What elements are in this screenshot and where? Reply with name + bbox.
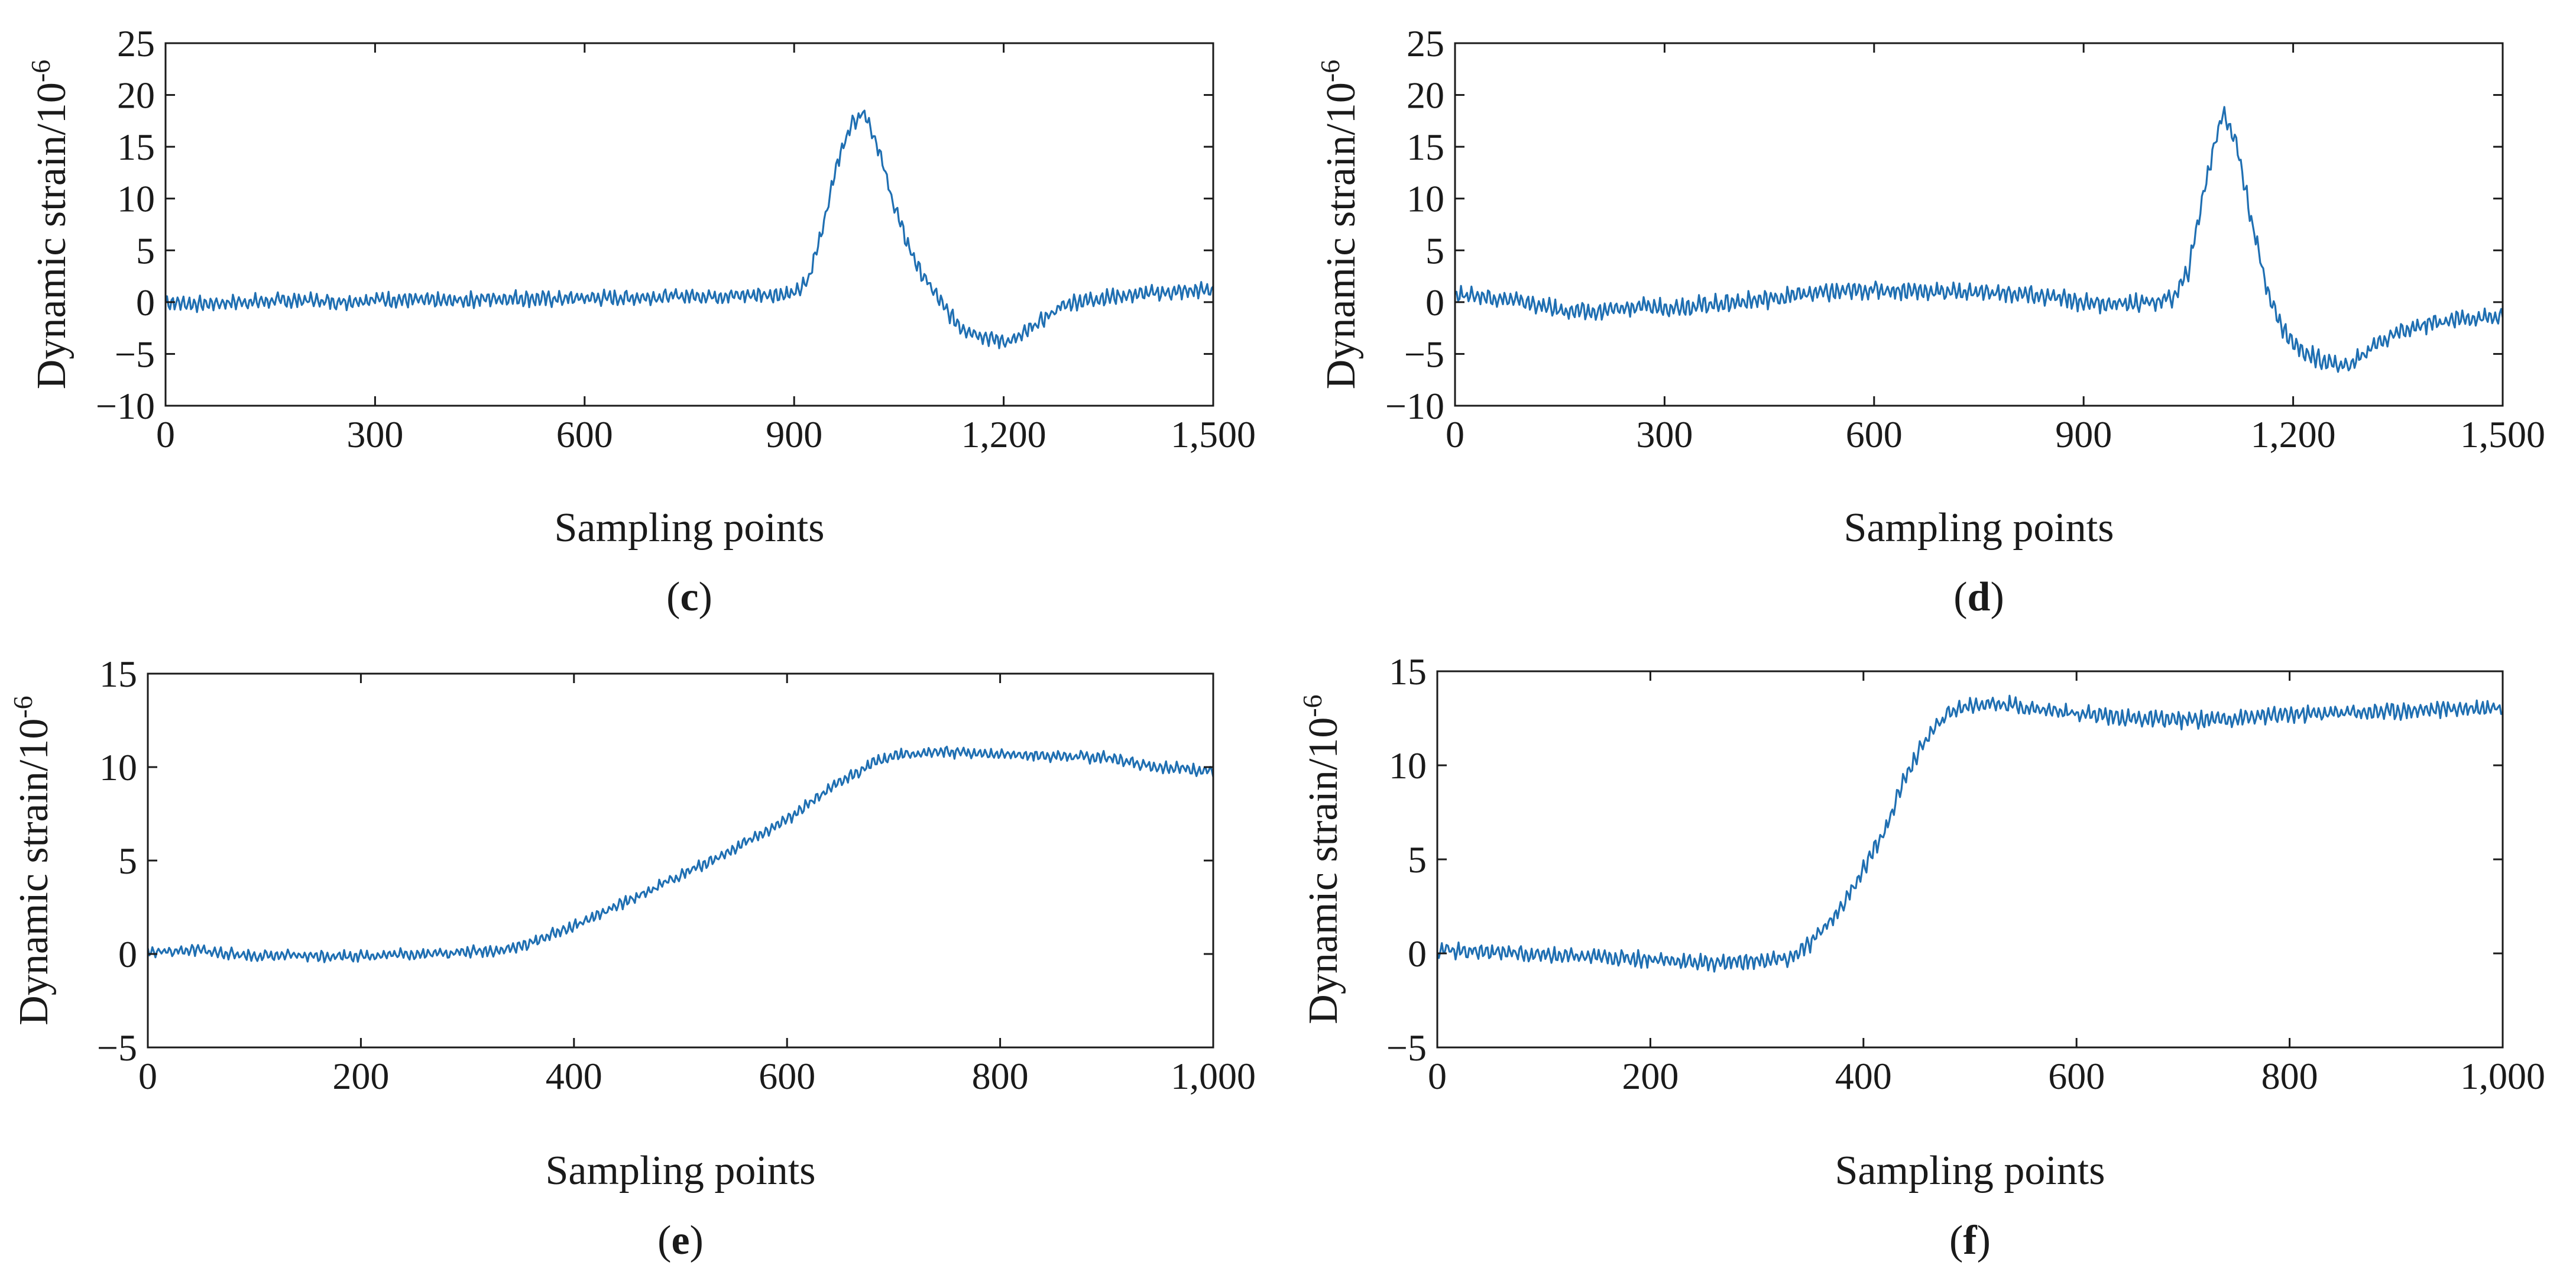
series-line-d-0	[1454, 106, 2504, 373]
plot-frame	[1436, 670, 2504, 1049]
y-tick-label: 0	[1408, 933, 1427, 975]
x-tick-label: 600	[1846, 413, 1903, 455]
panel-label: (d)	[1953, 574, 2004, 620]
x-tick-label: 600	[759, 1055, 815, 1097]
x-tick-label: 1,500	[2460, 413, 2545, 455]
plot-frame	[164, 42, 1214, 407]
x-tick-label: 600	[556, 413, 613, 455]
panel-label: (e)	[657, 1218, 704, 1263]
x-tick-label: 300	[346, 413, 403, 455]
y-tick-label: −5	[115, 333, 155, 375]
x-tick-label: 0	[1446, 413, 1464, 455]
y-tick-label: 15	[99, 653, 137, 695]
y-tick-label: 0	[118, 933, 137, 975]
x-tick-label: 0	[138, 1055, 157, 1097]
x-axis-label: Sampling points	[546, 1148, 816, 1194]
y-axis-label-exponent: -6	[25, 60, 56, 82]
x-tick-label: 1,200	[2251, 413, 2336, 455]
y-tick-label: −5	[1404, 333, 1444, 375]
y-tick-label: 15	[117, 126, 155, 168]
x-tick-label: 400	[546, 1055, 602, 1097]
series-line-e-0	[147, 745, 1214, 963]
x-tick-label: 0	[156, 413, 175, 455]
y-tick-label: 0	[136, 282, 155, 324]
y-axis-label-exponent: -6	[1315, 60, 1345, 82]
chart-panel-d: 0 300 600 900 1,200 1,500−10−50510152025Sampl…	[1315, 22, 2545, 620]
y-axis-label-exponent: -6	[1297, 694, 1327, 717]
x-tick-label: 1,000	[1171, 1055, 1256, 1097]
y-tick-label: 5	[136, 229, 155, 271]
x-axis-label: Sampling points	[1844, 505, 2114, 551]
y-tick-label: 15	[1389, 651, 1427, 693]
y-tick-label: 20	[117, 75, 155, 117]
series-line-c-0	[164, 109, 1214, 350]
x-tick-label: 300	[1636, 413, 1693, 455]
y-tick-label: 0	[1425, 282, 1444, 324]
y-axis-label: Dynamic strain/10-6	[25, 60, 74, 389]
x-tick-label: 600	[2048, 1055, 2105, 1097]
y-tick-label: 5	[1425, 229, 1444, 271]
y-tick-label: −10	[1385, 385, 1444, 427]
panel-label: (f)	[1949, 1218, 1991, 1263]
y-axis-label-exponent: -6	[8, 696, 38, 718]
x-tick-label: 400	[1835, 1055, 1892, 1097]
y-tick-label: 10	[1407, 178, 1444, 220]
x-axis-label: Sampling points	[555, 505, 825, 551]
y-tick-label: 25	[1407, 22, 1444, 64]
x-tick-label: 900	[766, 413, 822, 455]
x-tick-label: 800	[2261, 1055, 2318, 1097]
y-tick-label: 25	[117, 22, 155, 64]
x-tick-label: 200	[1622, 1055, 1679, 1097]
y-axis-label: Dynamic strain/10-6	[1297, 694, 1346, 1024]
y-axis-label: Dynamic strain/10-6	[1315, 60, 1364, 389]
x-axis-label: Sampling points	[1835, 1148, 2105, 1194]
x-tick-label: 200	[332, 1055, 389, 1097]
chart-panel-c: 0 300 600 900 1,200 1,500−10−50510152025Sampl…	[25, 22, 1256, 620]
panel-label: (c)	[666, 574, 712, 620]
x-tick-label: 0	[1428, 1055, 1447, 1097]
y-tick-label: 15	[1407, 126, 1444, 168]
y-tick-label: −5	[1386, 1027, 1427, 1069]
x-tick-label: 900	[2055, 413, 2112, 455]
x-tick-label: 1,000	[2460, 1055, 2545, 1097]
x-tick-label: 800	[972, 1055, 1029, 1097]
y-tick-label: 5	[1408, 839, 1427, 881]
y-tick-label: −10	[96, 385, 155, 427]
x-tick-label: 1,500	[1171, 413, 1256, 455]
y-tick-label: −5	[97, 1027, 137, 1069]
y-tick-label: 5	[118, 840, 137, 882]
y-tick-label: 20	[1407, 75, 1444, 117]
series-line-f-0	[1436, 694, 2504, 973]
y-tick-label: 10	[117, 178, 155, 220]
plot-frame	[1454, 42, 2504, 407]
y-axis-label: Dynamic strain/10-6	[8, 696, 57, 1025]
plot-frame	[147, 672, 1214, 1049]
y-tick-label: 10	[99, 746, 137, 788]
x-tick-label: 1,200	[961, 413, 1046, 455]
y-tick-label: 10	[1389, 745, 1427, 787]
